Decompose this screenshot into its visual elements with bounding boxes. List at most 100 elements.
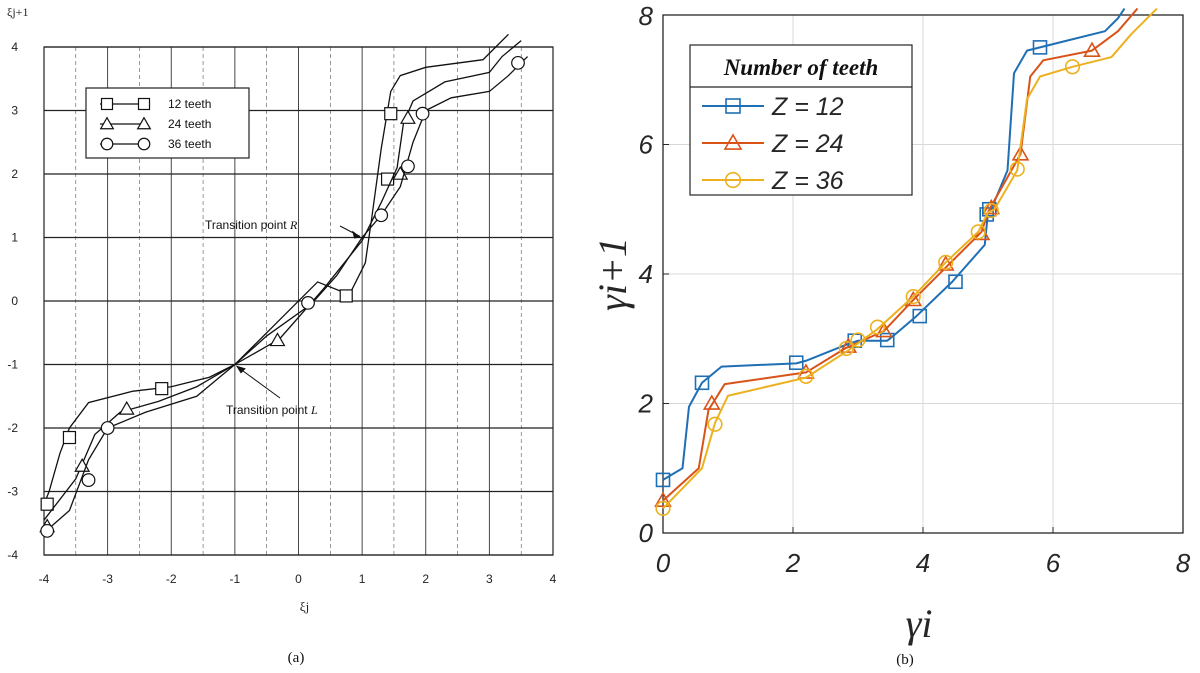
y-tick-label: 0 bbox=[639, 518, 654, 548]
annotation-transition-r: Transition point R bbox=[205, 218, 298, 232]
data-point-circle bbox=[850, 332, 866, 348]
x-tick-label: 2 bbox=[422, 572, 429, 586]
data-point-triangle bbox=[118, 400, 135, 415]
legend-marker-square bbox=[100, 97, 114, 111]
data-point-circle bbox=[1009, 161, 1025, 177]
y-tick-label: 1 bbox=[11, 231, 18, 245]
y-tick-label: 8 bbox=[639, 1, 654, 31]
x-tick-label: 0 bbox=[656, 548, 671, 578]
data-point-circle bbox=[655, 500, 671, 517]
arrowhead-icon bbox=[235, 365, 246, 374]
y-tick-label: -3 bbox=[7, 485, 18, 499]
x-tick-label: 6 bbox=[1046, 548, 1061, 578]
annotation-arrow-l bbox=[236, 366, 281, 399]
data-point-square bbox=[788, 355, 804, 371]
legend-marker-square bbox=[137, 97, 151, 111]
data-point-square bbox=[948, 274, 963, 290]
data-point-square bbox=[384, 107, 398, 121]
y-tick-label: 4 bbox=[639, 259, 653, 289]
x-tick-label: 2 bbox=[785, 548, 801, 578]
x-tick-label: 8 bbox=[1176, 548, 1191, 578]
x-tick-label: 1 bbox=[359, 572, 366, 586]
data-point-circle bbox=[707, 416, 723, 432]
legend-label: Z = 36 bbox=[771, 167, 844, 195]
data-point-circle bbox=[100, 421, 115, 435]
panel-label-b: (b) bbox=[896, 652, 914, 668]
data-point-triangle bbox=[702, 394, 721, 410]
annotation-italic: L bbox=[310, 403, 318, 417]
data-point-circle bbox=[511, 55, 525, 70]
annotation-text: Transition point bbox=[226, 403, 311, 417]
legend-marker-triangle bbox=[723, 133, 743, 150]
data-point-triangle bbox=[269, 332, 286, 347]
data-point-circle bbox=[838, 340, 854, 357]
series-line-1 bbox=[662, 7, 1126, 481]
legend-label: 24 teeth bbox=[168, 117, 211, 131]
x-axis-label: ξj bbox=[300, 599, 309, 614]
data-point-square bbox=[40, 497, 54, 511]
y-tick-label: 6 bbox=[639, 130, 654, 160]
data-point-circle bbox=[40, 523, 55, 538]
y-tick-label: 2 bbox=[11, 167, 18, 181]
y-tick-label: 3 bbox=[11, 104, 18, 118]
series-line-3 bbox=[662, 7, 1158, 510]
y-tick-label: 4 bbox=[11, 40, 18, 54]
series-line-2 bbox=[662, 7, 1139, 502]
y-tick-label: -1 bbox=[7, 358, 18, 372]
data-point-circle bbox=[401, 159, 415, 174]
data-point-triangle bbox=[400, 110, 416, 124]
legend-marker-triangle bbox=[99, 116, 115, 130]
y-tick-label: -4 bbox=[7, 548, 18, 562]
data-point-circle bbox=[869, 319, 886, 335]
legend: Number of teeth Z = 12 Z = 24 Z = 36 bbox=[689, 44, 913, 196]
data-point-circle bbox=[938, 254, 954, 270]
annotation-italic: R bbox=[289, 218, 298, 232]
annotation-text: Transition point bbox=[205, 218, 290, 232]
panel-a: -4 -3 -2 -1 0 1 2 3 4 -4 -3 -2 -1 0 1 2 3 4 ξj ξj+1 Transiti… bbox=[7, 5, 557, 666]
legend-marker-circle bbox=[137, 137, 151, 151]
data-point-circle bbox=[798, 368, 814, 384]
legend-label: 12 teeth bbox=[168, 97, 211, 111]
data-point-triangle bbox=[875, 321, 893, 338]
x-tick-label: 4 bbox=[550, 572, 557, 586]
y-axis-label: ξj+1 bbox=[7, 5, 28, 19]
data-point-square bbox=[912, 308, 928, 324]
x-tick-label: 0 bbox=[295, 572, 302, 586]
data-point-square bbox=[655, 472, 671, 488]
data-point-circle bbox=[81, 473, 96, 487]
x-tick-label: -1 bbox=[230, 572, 241, 586]
data-point-circle bbox=[970, 224, 986, 240]
annotation-transition-l: Transition point L bbox=[226, 403, 318, 417]
legend-marker-circle bbox=[724, 171, 742, 189]
x-tick-label: -2 bbox=[166, 572, 177, 586]
data-point-circle bbox=[905, 289, 921, 305]
legend: 12 teeth 24 teeth 36 teeth bbox=[85, 87, 250, 159]
data-point-circle bbox=[374, 208, 389, 223]
arrowhead-icon bbox=[352, 230, 362, 239]
x-tick-label: -3 bbox=[102, 572, 113, 586]
x-tick-label: 4 bbox=[916, 548, 930, 578]
legend-marker-circle bbox=[100, 137, 114, 151]
x-axis-label: γi bbox=[906, 601, 933, 646]
data-point-square bbox=[1032, 40, 1048, 55]
legend-label: Z = 24 bbox=[771, 130, 844, 158]
data-point-square bbox=[62, 430, 77, 445]
legend-title: Number of teeth bbox=[723, 55, 879, 80]
legend-marker-square bbox=[725, 98, 741, 114]
legend-marker-triangle bbox=[136, 116, 152, 130]
data-point-triangle bbox=[1011, 145, 1030, 161]
panel-label-a: (a) bbox=[288, 650, 305, 666]
legend-box bbox=[85, 87, 250, 159]
legend-label: 36 teeth bbox=[168, 137, 211, 151]
legend-label: Z = 12 bbox=[771, 93, 844, 121]
data-point-circle bbox=[983, 202, 999, 219]
data-point-square bbox=[694, 375, 710, 391]
data-point-circle bbox=[301, 296, 315, 310]
x-tick-label: 3 bbox=[486, 572, 493, 586]
data-point-triangle bbox=[1083, 41, 1101, 58]
x-tick-label: -4 bbox=[39, 572, 50, 586]
data-point-square bbox=[339, 289, 353, 303]
data-point-circle bbox=[1064, 59, 1081, 75]
legend-box bbox=[689, 44, 913, 196]
